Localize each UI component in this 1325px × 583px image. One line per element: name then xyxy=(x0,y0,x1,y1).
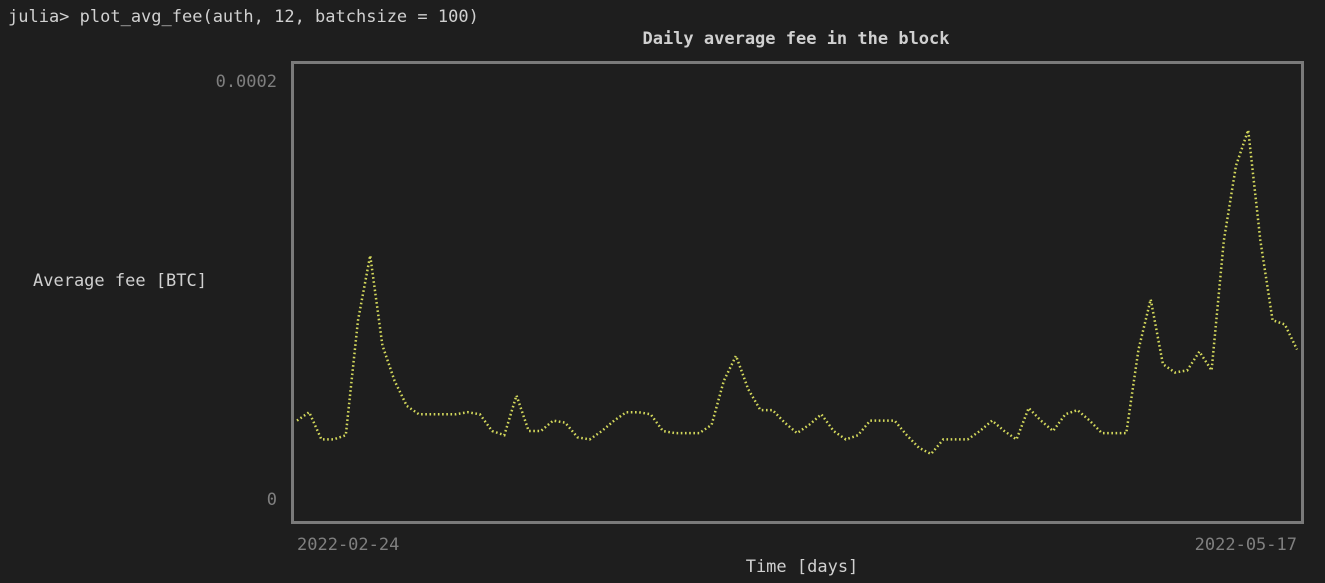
chart-title: Daily average fee in the block xyxy=(642,29,949,49)
x-tick-label: 2022-05-17 xyxy=(1195,535,1297,555)
plot-border xyxy=(291,61,1304,524)
x-axis-label: Time [days] xyxy=(746,557,859,577)
prompt: julia> plot_avg_fee(auth, 12, batchsize … xyxy=(8,7,479,27)
y-tick-label: 0.0002 xyxy=(216,72,277,92)
data-line xyxy=(296,129,1299,456)
y-axis-label: Average fee [BTC] xyxy=(33,271,207,291)
x-tick-label: 2022-02-24 xyxy=(297,535,399,555)
y-tick-label: 0 xyxy=(267,490,277,510)
